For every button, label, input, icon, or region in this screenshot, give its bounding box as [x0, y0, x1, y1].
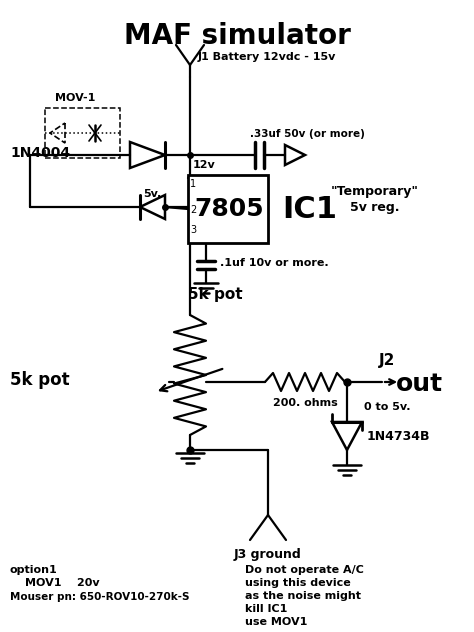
Bar [188, 175, 268, 243]
Text: Do not operate A/C: Do not operate A/C [245, 565, 364, 575]
Text: "Temporary": "Temporary" [331, 186, 419, 198]
Text: 7805: 7805 [195, 197, 264, 221]
Text: MOV-1: MOV-1 [55, 93, 95, 103]
Text: 12v: 12v [193, 160, 216, 170]
Text: 1N4004: 1N4004 [10, 146, 70, 160]
Text: use MOV1: use MOV1 [245, 617, 307, 627]
Text: J3 ground: J3 ground [234, 548, 302, 561]
Text: IC1: IC1 [282, 195, 337, 224]
Text: 3: 3 [190, 225, 196, 235]
Text: 5k pot: 5k pot [10, 371, 70, 389]
Text: 2: 2 [190, 205, 196, 215]
Text: 5v.: 5v. [143, 189, 161, 199]
Text: as the noise might: as the noise might [245, 591, 361, 601]
Text: .33uf 50v (or more): .33uf 50v (or more) [250, 129, 365, 139]
Text: 1: 1 [190, 179, 196, 189]
Text: 1N4734B: 1N4734B [367, 430, 430, 442]
Text: J2: J2 [379, 353, 395, 367]
Text: J1 Battery 12vdc - 15v: J1 Battery 12vdc - 15v [198, 52, 337, 62]
Text: 200. ohms: 200. ohms [273, 398, 337, 408]
Text: MOV1    20v: MOV1 20v [25, 578, 100, 588]
Bar [45, 108, 120, 158]
Text: kill IC1: kill IC1 [245, 604, 287, 614]
Text: 5v reg.: 5v reg. [350, 200, 400, 214]
Text: MAF simulator: MAF simulator [124, 22, 350, 50]
Text: out: out [396, 372, 443, 396]
Text: 0 to 5v.: 0 to 5v. [364, 402, 410, 412]
Text: using this device: using this device [245, 578, 351, 588]
Text: .1uf 10v or more.: .1uf 10v or more. [220, 258, 328, 268]
Text: 5k pot: 5k pot [188, 288, 242, 303]
Text: option1: option1 [10, 565, 58, 575]
Text: Mouser pn: 650-ROV10-270k-S: Mouser pn: 650-ROV10-270k-S [10, 592, 190, 602]
